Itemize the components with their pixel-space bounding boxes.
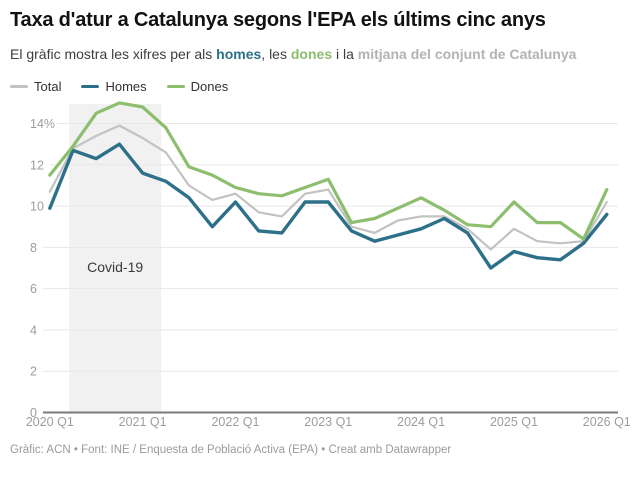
x-axis-label: 2021 Q1	[119, 415, 167, 429]
chart-title: Taxa d'atur a Catalunya segons l'EPA els…	[10, 9, 546, 31]
legend-label-total: Total	[34, 78, 62, 94]
subtitle-text-3: i la	[332, 46, 358, 62]
covid-label: Covid-19	[87, 259, 143, 275]
chart-legend: Total Homes Dones	[10, 79, 630, 94]
chart-header: Taxa d'atur a Catalunya segons l'EPA els…	[0, 0, 640, 94]
y-axis-label: 4	[30, 323, 37, 337]
y-axis-label: 6	[30, 282, 37, 296]
homes-line-swatch	[81, 84, 100, 88]
total-line-swatch	[10, 84, 28, 88]
y-axis-label: 10	[30, 199, 44, 213]
series-line-dones	[48, 100, 609, 241]
y-axis-label: 0	[30, 406, 37, 420]
x-axis-label: 2023 Q1	[304, 415, 352, 429]
subtitle-dones-highlight: dones	[290, 46, 333, 62]
legend-label-homes: Homes	[105, 78, 147, 94]
x-axis-label: 2026 Q1	[583, 415, 631, 429]
legend-item-total: Total	[10, 79, 61, 94]
x-axis-label: 2024 Q1	[397, 415, 445, 429]
subtitle-text: El gràfic mostra les xifres per als	[10, 46, 217, 62]
y-axis-label: 14%	[30, 117, 55, 131]
y-axis-label: 12	[30, 158, 44, 172]
subtitle-text-2: , les	[261, 46, 291, 62]
x-axis-label: 2022 Q1	[211, 415, 259, 429]
dones-line-swatch	[166, 84, 185, 88]
y-axis-label: 8	[30, 240, 37, 254]
legend-label-dones: Dones	[190, 78, 229, 94]
legend-item-dones: Dones	[166, 78, 229, 94]
y-axis-label: 2	[30, 364, 37, 378]
byline: Gràfic: ACN • Font: INE / Enquesta de Po…	[10, 443, 452, 456]
series-line-homes	[48, 142, 609, 270]
unemployment-line-chart: 0 2 4 6 8 10 12 14% Covid-19 2020 Q1 2021 Q1 2022 Q…	[26, 100, 631, 429]
x-axis-label: 2020 Q1	[26, 415, 74, 429]
series-line-total	[48, 124, 608, 250]
subtitle-homes-highlight: homes	[216, 46, 262, 62]
chart-subtitle: El gràfic mostra les xifres per als home…	[10, 46, 630, 64]
x-axis-label: 2025 Q1	[490, 415, 538, 429]
legend-item-homes: Homes	[81, 78, 147, 94]
subtitle-mitjana-highlight: mitjana del conjunt de Catalunya	[357, 46, 577, 62]
